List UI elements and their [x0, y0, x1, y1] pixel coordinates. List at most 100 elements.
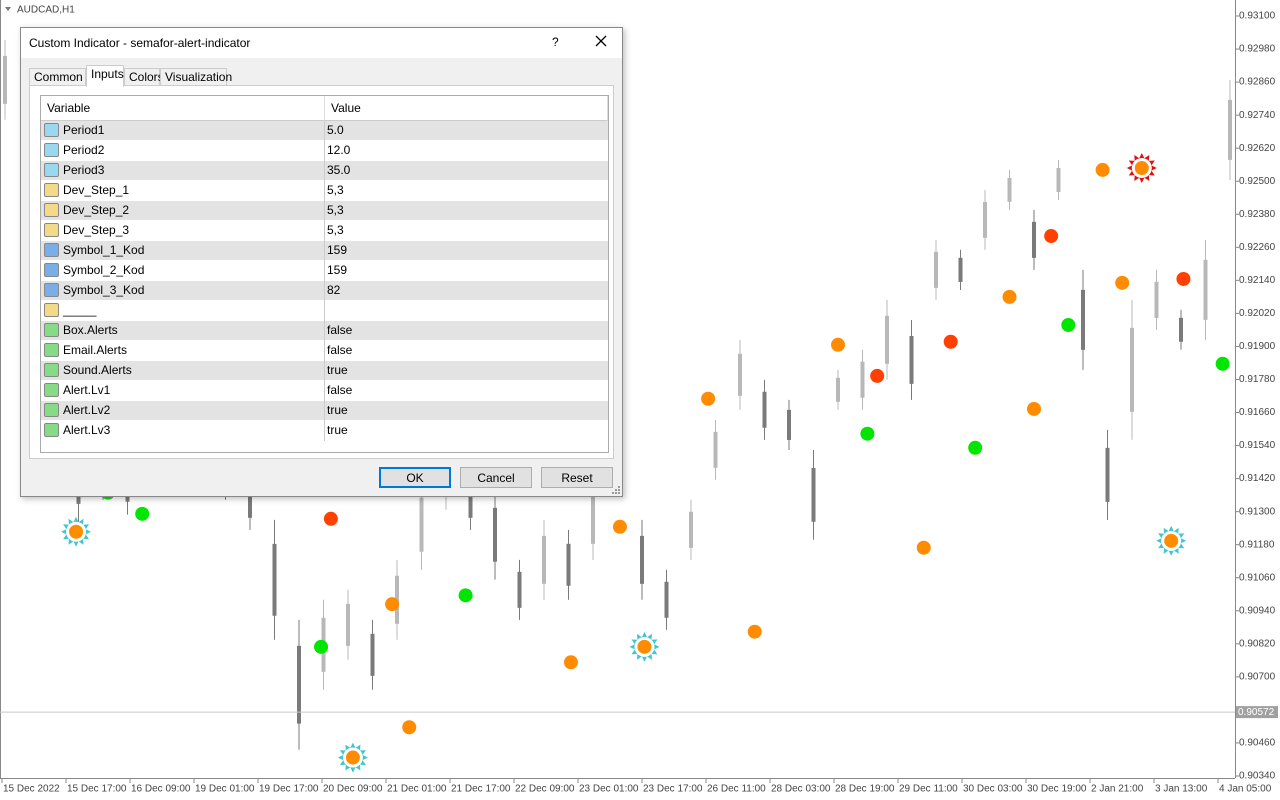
candle-body [958, 257, 963, 282]
variable-name: Email.Alerts [63, 343, 128, 357]
y-tick-label: 0.91900 [1239, 341, 1276, 352]
semafor-dot [1215, 356, 1230, 371]
resize-grip [612, 486, 620, 494]
variable-name: Box.Alerts [63, 323, 118, 337]
column-header[interactable]: Value [325, 96, 608, 121]
column-separator [324, 401, 325, 421]
dialog-button[interactable]: Cancel [460, 467, 532, 488]
y-tick-label: 0.92500 [1239, 176, 1276, 187]
variable-value: false [327, 383, 353, 397]
input-row[interactable]: Alert.Lv2 true [41, 401, 608, 421]
x-tick-label: 21 Dec 01:00 [387, 784, 447, 795]
variable-name: Dev_Step_1 [63, 183, 130, 197]
variable-name: Period3 [63, 163, 105, 177]
semafor-dot [1115, 275, 1130, 290]
input-row[interactable]: Dev_Step_3 5,3 [41, 221, 608, 241]
candle-body [836, 377, 840, 402]
variable-name: Dev_Step_3 [63, 223, 130, 237]
input-row[interactable]: Symbol_1_Kod 159 [41, 241, 608, 261]
input-row[interactable]: Symbol_2_Kod 159 [41, 261, 608, 281]
close-button[interactable] [593, 33, 609, 49]
type-icon [44, 403, 59, 417]
y-tick-label: 0.92380 [1239, 209, 1276, 220]
variable-name: Dev_Step_2 [63, 203, 130, 217]
help-button[interactable]: ? [552, 35, 559, 49]
semafor-dot [943, 334, 958, 349]
y-tick-label: 0.92860 [1239, 77, 1276, 88]
x-tick-label: 16 Dec 09:00 [131, 784, 191, 795]
candle-body [493, 507, 497, 562]
input-row[interactable]: Sound.Alerts true [41, 361, 608, 381]
input-row[interactable]: Alert.Lv1 false [41, 381, 608, 401]
candle-body [1032, 221, 1036, 258]
tab[interactable]: Inputs [86, 65, 124, 87]
column-header[interactable]: Variable [41, 96, 325, 121]
x-tick-label: 15 Dec 2022 [3, 784, 60, 795]
semafor-dot [1164, 533, 1179, 548]
semafor-dot [1095, 162, 1110, 177]
column-separator [324, 201, 325, 221]
semafor-dot [747, 624, 762, 639]
y-tick-label: 0.90340 [1239, 771, 1276, 782]
y-tick-label: 0.91660 [1239, 407, 1276, 418]
semafor-dot [458, 588, 473, 603]
x-tick-label: 23 Dec 17:00 [643, 784, 703, 795]
inputs-table: Variable Value Period1 5.0 Period2 12.0 Peri… [40, 95, 609, 453]
tab[interactable]: Visualization [160, 68, 232, 86]
input-row[interactable]: Dev_Step_1 5,3 [41, 181, 608, 201]
y-tick-label: 0.91420 [1239, 473, 1276, 484]
variable-value: 5,3 [327, 203, 344, 217]
input-row[interactable]: _____ [41, 301, 608, 321]
type-icon [44, 183, 59, 197]
y-tick-label: 0.90820 [1239, 638, 1276, 649]
semafor-dot [637, 639, 652, 654]
input-row[interactable]: Period1 5.0 [41, 121, 608, 141]
candle-body [762, 391, 767, 428]
column-separator [324, 121, 325, 141]
variable-value: true [327, 423, 348, 437]
type-icon [44, 303, 59, 317]
inputs-pane: Variable Value Period1 5.0 Period2 12.0 Peri… [29, 85, 614, 459]
candle-body [640, 535, 644, 584]
x-tick-label: 23 Dec 01:00 [579, 784, 639, 795]
input-row[interactable]: Dev_Step_2 5,3 [41, 201, 608, 221]
candle-body [787, 409, 791, 440]
x-tick-label: 26 Dec 11:00 [707, 784, 766, 795]
input-row[interactable]: Alert.Lv3 true [41, 421, 608, 441]
candle-body [860, 361, 865, 398]
x-tick-label: 20 Dec 09:00 [323, 784, 383, 795]
variable-value: 5.0 [327, 123, 344, 137]
input-row[interactable]: Email.Alerts false [41, 341, 608, 361]
input-row[interactable]: Period2 12.0 [41, 141, 608, 161]
semafor-dot [870, 368, 885, 383]
symbol-arrow [5, 7, 11, 11]
variable-name: Sound.Alerts [63, 363, 132, 377]
semafor-dot [1027, 401, 1041, 416]
title-bar: Custom Indicator - semafor-alert-indicat… [21, 28, 622, 58]
candle-body [248, 481, 252, 518]
input-row[interactable]: Box.Alerts false [41, 321, 608, 341]
dialog-button[interactable]: Reset [541, 467, 613, 488]
y-tick-label: 0.91540 [1239, 440, 1276, 451]
y-tick-label: 0.90940 [1239, 605, 1276, 616]
candle-body [591, 495, 595, 544]
indicator-dialog: Custom Indicator - semafor-alert-indicat… [20, 27, 623, 497]
y-tick-label: 0.92020 [1239, 308, 1276, 319]
semafor-dot [385, 597, 400, 612]
candle-body [738, 353, 742, 396]
semafor-dot [1002, 289, 1017, 304]
type-icon [44, 363, 59, 377]
variable-name: _____ [63, 303, 97, 317]
column-separator [324, 161, 325, 181]
dialog-button[interactable]: OK [379, 467, 451, 488]
tab[interactable]: Colors [124, 68, 164, 86]
candle-body [517, 571, 522, 608]
input-row[interactable]: Symbol_3_Kod 82 [41, 281, 608, 301]
type-icon [44, 223, 59, 237]
tab[interactable]: Common [29, 68, 86, 86]
candle-body [566, 543, 571, 586]
column-separator [324, 421, 325, 441]
variable-value: 35.0 [327, 163, 351, 177]
input-row[interactable]: Period3 35.0 [41, 161, 608, 181]
candle-body [1056, 168, 1061, 192]
